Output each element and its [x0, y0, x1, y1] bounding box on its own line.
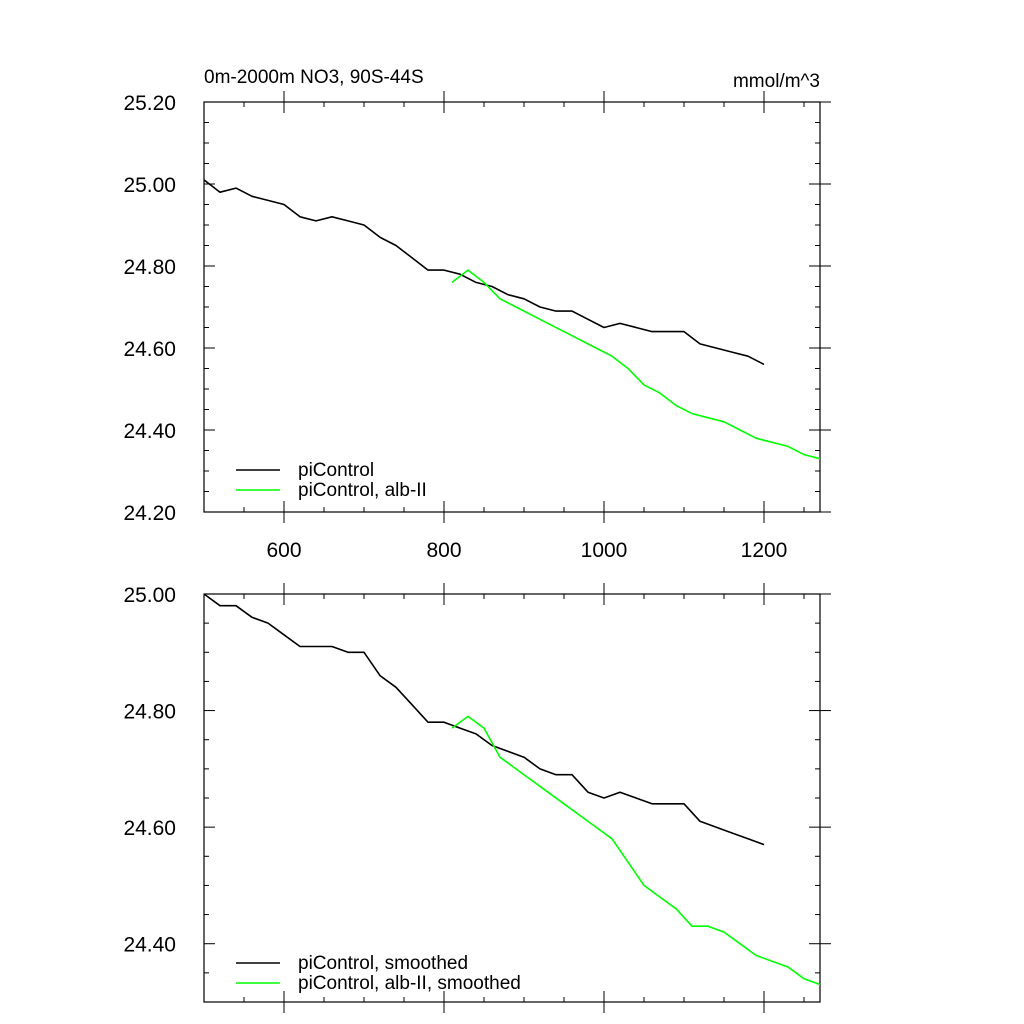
legend-label-1: piControl, smoothed [298, 953, 468, 974]
y-tick-label: 24.40 [123, 420, 176, 443]
y-tick-label: 24.40 [123, 934, 176, 957]
y-tick-label: 24.20 [123, 502, 176, 525]
y-tick-label: 25.20 [123, 92, 176, 115]
x-tick-label: 1200 [741, 539, 788, 562]
legend-label-2: piControl, alb-II, smoothed [298, 973, 521, 994]
x-tick-label: 800 [426, 539, 461, 562]
y-tick-label: 25.00 [123, 174, 176, 197]
series-line-2 [451, 715, 821, 986]
y-tick-label: 24.60 [123, 817, 176, 840]
series-line-1 [203, 593, 765, 846]
legend-label-2: piControl, alb-II [298, 480, 427, 501]
y-tick-label: 24.60 [123, 338, 176, 361]
y-tick-label: 24.80 [123, 256, 176, 279]
panel-bottom: 24.40 24.60 24.80 25.00 piControl, smoothedp… [123, 583, 831, 1013]
panel-top-units: mmol/m^3 [733, 71, 820, 92]
plot-frame [203, 593, 821, 1003]
x-tick-label: 1000 [581, 539, 628, 562]
series-line-1 [203, 179, 765, 366]
series-line-2 [451, 269, 821, 460]
y-tick-label: 25.00 [123, 584, 176, 607]
x-tick-label: 600 [266, 539, 301, 562]
panel-top-title: 0m-2000m NO3, 90S-44S [204, 67, 424, 88]
y-tick-label: 24.80 [123, 701, 176, 724]
plot-frame [203, 101, 821, 513]
legend-label-1: piControl [298, 460, 374, 481]
panel-top: 600 800 1000 1200 24.20 24.40 24.60 24.80 25.00 2… [123, 91, 831, 562]
